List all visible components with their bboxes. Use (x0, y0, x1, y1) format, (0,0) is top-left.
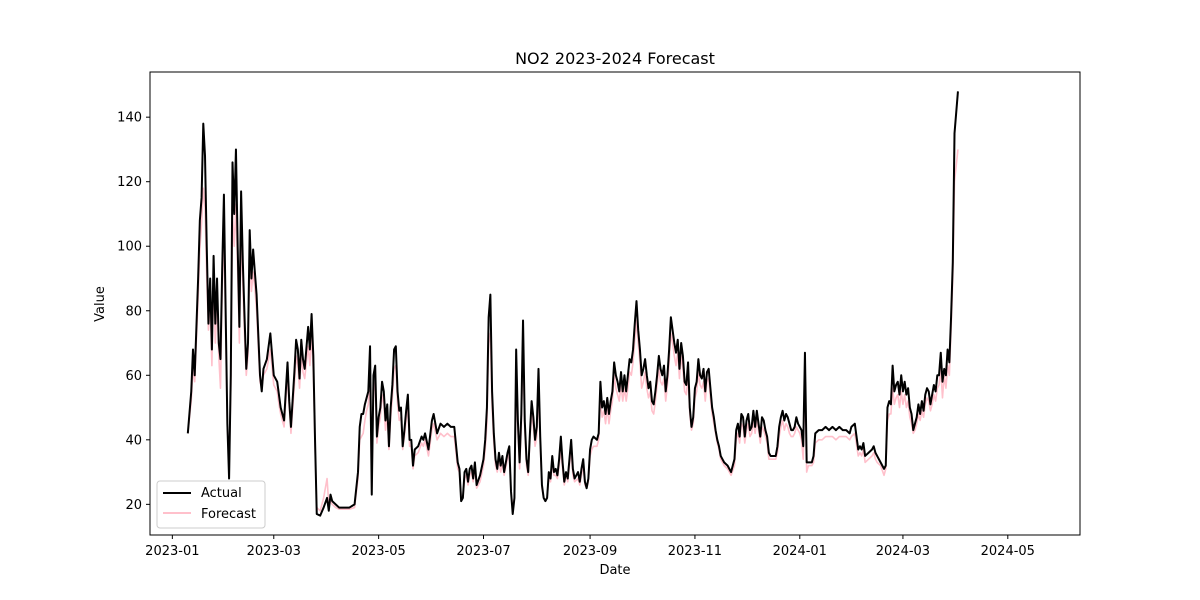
x-tick-label: 2024-01 (773, 544, 827, 559)
x-tick-label: 2024-05 (981, 544, 1035, 559)
plot-frame (149, 71, 1081, 536)
series-layer (186, 91, 959, 517)
y-tick-label: 100 (117, 240, 142, 255)
y-axis-title: Value (93, 286, 108, 322)
y-axis: 20 40 60 80 100 120 140 (117, 111, 150, 513)
x-tick-label: 2023-01 (145, 544, 199, 559)
x-tick-label: 2024-03 (876, 544, 930, 559)
x-axis: 2023-01 2023-03 2023-05 2023-07 2023-09 2023-… (145, 535, 1035, 559)
y-tick-label: 40 (125, 433, 142, 448)
legend: Actual Forecast (156, 480, 266, 529)
x-tick-label: 2023-07 (456, 544, 510, 559)
y-tick-label: 60 (125, 369, 142, 384)
x-tick-label: 2023-05 (351, 544, 405, 559)
y-tick-label: 20 (125, 498, 142, 513)
chart-title: NO2 2023-2024 Forecast (515, 49, 715, 68)
y-tick-label: 80 (125, 304, 142, 319)
x-axis-title: Date (599, 563, 630, 578)
x-tick-label: 2023-03 (247, 544, 301, 559)
legend-label-actual: Actual (201, 486, 242, 501)
plot-area (149, 71, 1081, 536)
y-tick-label: 120 (117, 175, 142, 190)
legend-label-forecast: Forecast (201, 507, 256, 522)
series-line-actual (186, 91, 959, 517)
y-tick-label: 140 (117, 111, 142, 126)
x-tick-label: 2023-09 (563, 544, 617, 559)
x-tick-label: 2023-11 (668, 544, 722, 559)
